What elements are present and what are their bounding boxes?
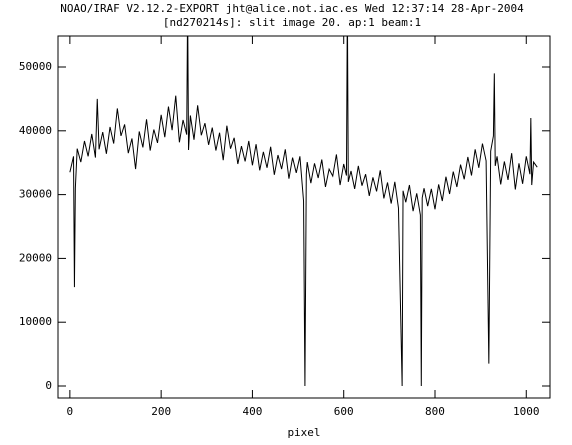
y-tick-label: 40000 bbox=[19, 124, 52, 137]
data-line bbox=[69, 36, 538, 387]
chart-title: NOAO/IRAF V2.12.2-EXPORT jht@alice.not.i… bbox=[60, 2, 524, 15]
y-tick-label: 10000 bbox=[19, 315, 52, 328]
x-tick-label: 200 bbox=[151, 405, 171, 418]
x-axis-label: pixel bbox=[287, 426, 320, 439]
x-tick-label: 1000 bbox=[513, 405, 540, 418]
plot-frame bbox=[57, 35, 551, 399]
chart-subtitle: [nd270214s]: slit image 20. ap:1 beam:1 bbox=[163, 16, 421, 29]
y-tick-label: 20000 bbox=[19, 251, 52, 264]
x-tick-label: 400 bbox=[242, 405, 262, 418]
x-tick-label: 800 bbox=[425, 405, 445, 418]
y-tick-label: 30000 bbox=[19, 188, 52, 201]
x-tick-label: 0 bbox=[67, 405, 74, 418]
y-tick-label: 50000 bbox=[19, 60, 52, 73]
y-tick-label: 0 bbox=[45, 379, 52, 392]
x-tick-label: 600 bbox=[334, 405, 354, 418]
